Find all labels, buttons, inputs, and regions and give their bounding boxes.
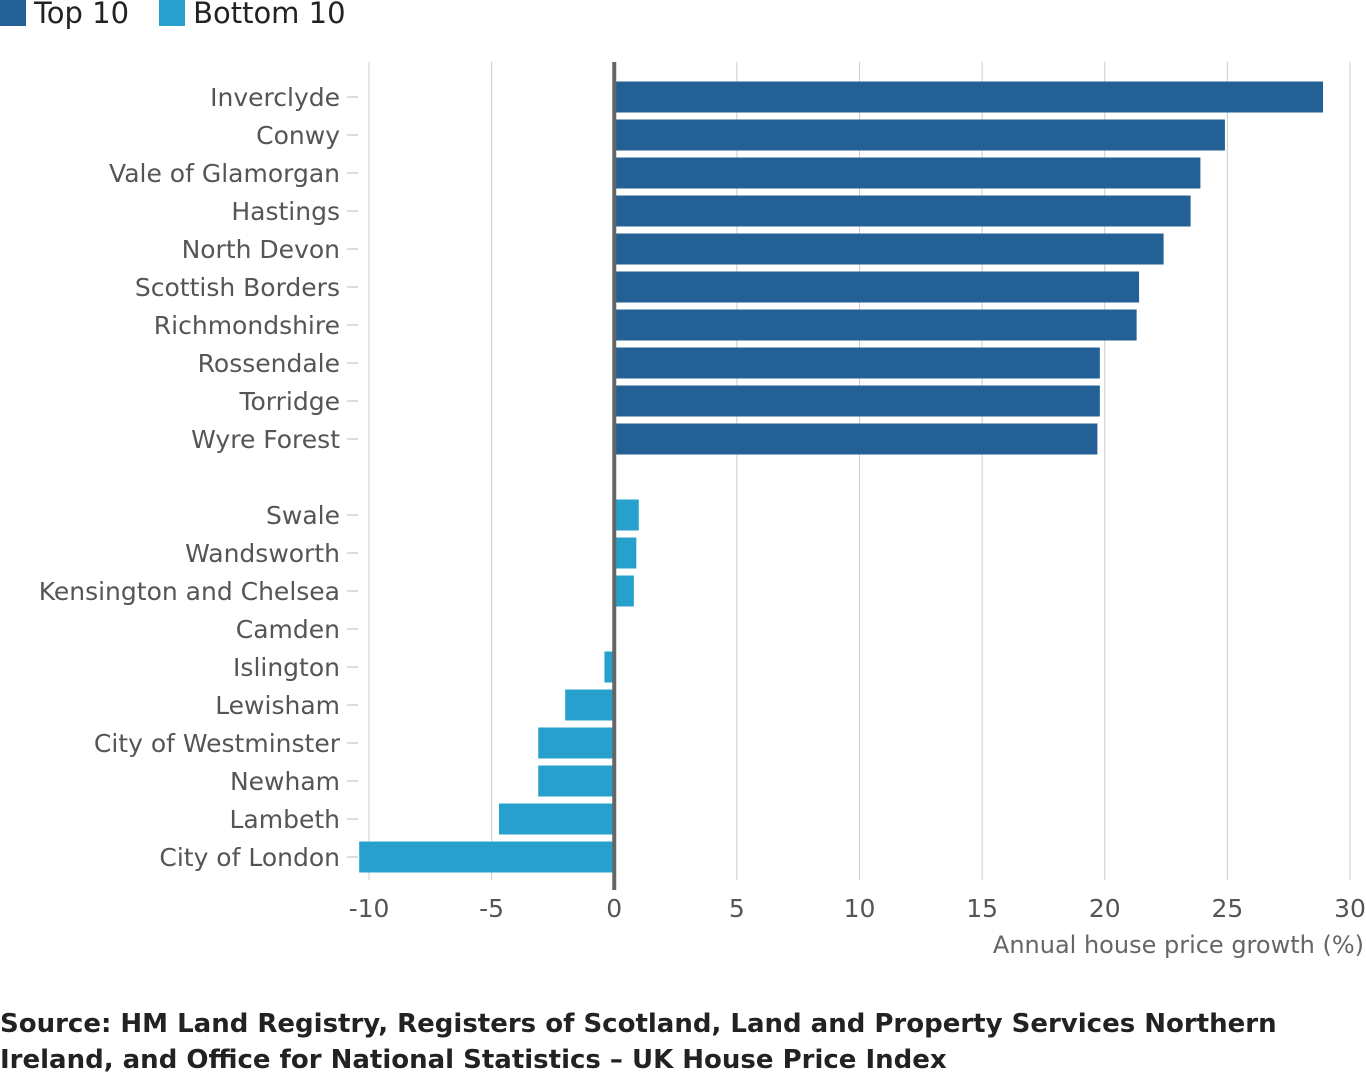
x-tick-label: -5 [479, 894, 504, 923]
category-label: Richmondshire [154, 311, 340, 340]
category-label: Wandsworth [185, 539, 340, 568]
x-tick-label: 5 [729, 894, 745, 923]
category-label: Hastings [231, 197, 340, 226]
legend-item-bottom10: Bottom 10 [159, 0, 346, 30]
source-note: Source: HM Land Registry, Registers of S… [0, 1009, 1277, 1075]
bar-top10 [614, 81, 1324, 113]
bar-top10 [614, 309, 1137, 341]
bar-top10 [614, 271, 1140, 303]
category-label: City of London [159, 843, 340, 872]
x-axis-title: Annual house price growth (%) [993, 931, 1364, 959]
category-label: Kensington and Chelsea [39, 577, 340, 606]
category-label: Rossendale [198, 349, 340, 378]
category-label: Conwy [256, 121, 340, 150]
legend: Top 10 Bottom 10 [0, 0, 376, 30]
bar-bottom10 [614, 575, 634, 607]
bar-bottom10 [565, 689, 615, 721]
bar-bottom10 [604, 651, 615, 683]
category-label: North Devon [182, 235, 340, 264]
category-label: Vale of Glamorgan [109, 159, 340, 188]
category-label: Lewisham [215, 691, 340, 720]
category-label: Islington [233, 653, 340, 682]
category-label: Torridge [238, 387, 340, 416]
bar-chart: -10 -5 0 5 10 15 20 25 30 Inverclyde Conwy Vale of … [39, 62, 1366, 959]
category-label: Lambeth [230, 805, 341, 834]
category-label: City of Westminster [94, 729, 341, 758]
bar-top10 [614, 157, 1201, 189]
bar-bottom10 [359, 841, 615, 873]
legend-swatch-top10 [0, 0, 26, 26]
bar-top10 [614, 347, 1100, 379]
bar-bottom10 [538, 765, 615, 797]
category-label: Wyre Forest [191, 425, 340, 454]
x-tick-label: 15 [966, 894, 998, 923]
bar-bottom10 [614, 537, 637, 569]
x-tick-label: 30 [1334, 894, 1366, 923]
category-label: Newham [230, 767, 340, 796]
x-tick-label: 25 [1211, 894, 1243, 923]
legend-label-bottom10: Bottom 10 [193, 0, 346, 30]
bar-top10 [614, 195, 1191, 227]
bar-bottom10 [614, 499, 639, 531]
bar-top10 [614, 385, 1100, 417]
bar-top10 [614, 119, 1225, 151]
x-tick-label: 0 [606, 894, 622, 923]
bar-top10 [614, 423, 1098, 455]
bar-bottom10 [538, 727, 615, 759]
category-label: Swale [266, 501, 340, 530]
legend-swatch-bottom10 [159, 0, 186, 26]
x-tick-label: 20 [1089, 894, 1121, 923]
bar-top10 [614, 233, 1164, 265]
category-label: Camden [236, 615, 340, 644]
x-tick-label: 10 [844, 894, 876, 923]
legend-item-top10: Top 10 [0, 0, 129, 30]
category-label: Scottish Borders [135, 273, 340, 302]
category-label: Inverclyde [210, 83, 340, 112]
legend-label-top10: Top 10 [34, 0, 130, 30]
x-tick-label: -10 [349, 894, 390, 923]
bar-bottom10 [498, 803, 615, 835]
